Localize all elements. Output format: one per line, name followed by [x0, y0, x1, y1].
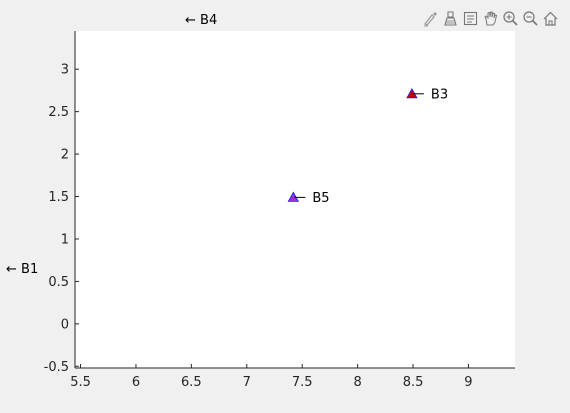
y-tick-label: 0: [61, 317, 69, 332]
y-tick-label: 3: [61, 63, 69, 78]
zoom-in-icon[interactable]: [501, 9, 520, 28]
offscreen-annotation: ← B4: [185, 13, 217, 28]
x-tick-label: 8.5: [403, 375, 424, 390]
brush-icon[interactable]: [421, 9, 440, 28]
x-tick-label: 7.5: [292, 375, 313, 390]
y-tick-label: -0.5: [44, 360, 69, 375]
point-label: B3: [431, 87, 448, 102]
point-label: B5: [312, 191, 329, 206]
x-tick-label: 5.5: [70, 375, 91, 390]
x-tick-label: 6: [132, 375, 140, 390]
y-tick-label: 0.5: [48, 275, 69, 290]
x-tick-label: 8: [353, 375, 361, 390]
y-tick-label: 1.5: [48, 190, 69, 205]
data-tips-icon[interactable]: [461, 9, 480, 28]
x-tick-label: 9: [464, 375, 472, 390]
y-tick-label: 1: [61, 232, 69, 247]
x-tick-label: 6.5: [181, 375, 202, 390]
eraser-icon[interactable]: [441, 9, 460, 28]
y-tick-label: 2: [61, 148, 69, 163]
pan-icon[interactable]: [481, 9, 500, 28]
offscreen-annotation: ← B1: [6, 262, 38, 277]
y-tick-label: 2.5: [48, 105, 69, 120]
home-icon[interactable]: [541, 9, 560, 28]
x-tick-label: 7: [243, 375, 251, 390]
zoom-out-icon[interactable]: [521, 9, 540, 28]
axes-toolbar: [421, 9, 560, 28]
y-axis: -0.5 0 0.5 1 1.5 2 2.5 3: [44, 63, 79, 375]
